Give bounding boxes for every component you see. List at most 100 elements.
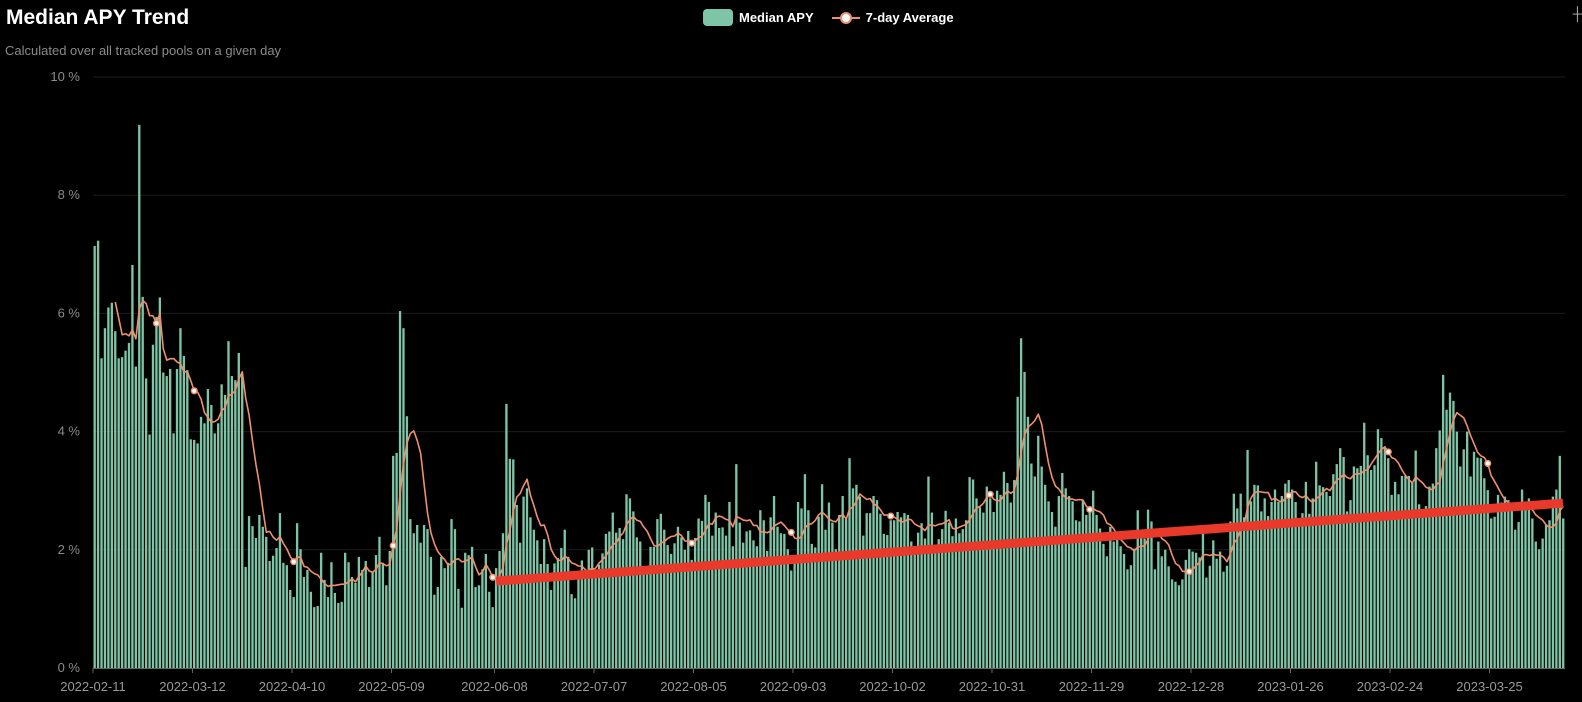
bar [175, 368, 179, 668]
bar [1078, 521, 1081, 668]
bar [1363, 422, 1366, 668]
x-tick-label: 2022-04-10 [259, 679, 326, 694]
bar [1260, 511, 1263, 668]
bar [1476, 457, 1479, 668]
bar [505, 403, 508, 668]
legend-item-median-apy[interactable]: Median APY [703, 9, 814, 26]
bar [635, 537, 638, 668]
bar [1517, 522, 1520, 668]
bar [494, 568, 498, 668]
bar [862, 535, 865, 668]
bar [1284, 483, 1287, 668]
bar [1431, 483, 1435, 668]
bar [1510, 506, 1513, 668]
bar [855, 484, 858, 668]
bar [343, 552, 347, 668]
bar [484, 553, 487, 668]
bar [501, 533, 505, 668]
bar [625, 494, 628, 668]
bar [1229, 521, 1232, 668]
bar [848, 458, 851, 668]
ma-point [1384, 448, 1392, 456]
x-tick-label: 2022-02-11 [60, 679, 126, 694]
legend: Median APY 7-day Average [703, 9, 954, 26]
bar [587, 549, 590, 668]
bar [347, 562, 350, 668]
bar [416, 524, 419, 668]
y-axis: 0 % 2 % 4 % 6 % 8 % 10 % [50, 69, 80, 675]
bar [776, 526, 779, 668]
bar [1122, 553, 1126, 668]
bar [1263, 498, 1266, 668]
bar [392, 455, 395, 668]
bar [549, 589, 553, 668]
bar [1164, 549, 1167, 668]
bar [285, 565, 288, 668]
bar [1462, 449, 1465, 668]
bar [1215, 558, 1218, 668]
bar [1400, 475, 1404, 668]
bar [1538, 549, 1541, 668]
bar [831, 522, 834, 668]
bar [148, 434, 151, 668]
bar [199, 416, 203, 668]
bar [584, 571, 587, 668]
bar [1558, 455, 1561, 668]
bar [326, 597, 330, 668]
bar [594, 570, 597, 668]
bar [1102, 543, 1105, 668]
y-tick-label: 8 % [58, 187, 81, 202]
bar [971, 479, 975, 668]
bar [618, 527, 621, 668]
bar [814, 547, 817, 668]
bar [961, 529, 964, 668]
bar [261, 526, 264, 668]
bar [872, 496, 875, 668]
bar [1291, 489, 1294, 668]
bar [645, 568, 649, 668]
bar [422, 524, 426, 668]
bar [892, 520, 896, 668]
bar [601, 553, 604, 668]
bar [1006, 483, 1009, 668]
bar [779, 533, 783, 668]
bar [1304, 481, 1308, 668]
bar [639, 541, 642, 668]
bar [1126, 569, 1129, 668]
bar [350, 576, 354, 668]
bar [210, 405, 213, 668]
bar [628, 498, 632, 668]
bar [1496, 494, 1500, 668]
bar [724, 535, 728, 668]
bar [1222, 571, 1225, 668]
y-tick-label: 2 % [58, 542, 81, 557]
bar-series-median-apy [93, 124, 1565, 669]
bar [1387, 458, 1390, 668]
chart-title: Median APY Trend [6, 6, 190, 29]
x-tick-label: 2023-01-26 [1257, 679, 1324, 694]
legend-item-7-day-average[interactable]: 7-day Average [831, 9, 954, 26]
bar [721, 527, 724, 668]
bar [275, 548, 278, 668]
bar [340, 601, 343, 668]
y-tick-label: 4 % [58, 424, 81, 439]
ma-point [389, 542, 397, 550]
bar [745, 531, 748, 668]
bar [539, 563, 542, 668]
bar [556, 558, 560, 668]
bar [168, 368, 172, 668]
bar [882, 533, 886, 668]
bar [316, 605, 319, 668]
ma-point [290, 558, 298, 566]
bar [567, 556, 570, 668]
bar [669, 553, 673, 668]
bar [223, 394, 227, 668]
bar [762, 520, 765, 668]
bar [697, 518, 700, 668]
ma-point [1285, 492, 1293, 500]
restore-icon[interactable]: ┼ [1572, 6, 1582, 21]
bar [817, 516, 820, 668]
bar [388, 550, 391, 668]
bar [1218, 551, 1222, 668]
bar [1544, 524, 1548, 668]
